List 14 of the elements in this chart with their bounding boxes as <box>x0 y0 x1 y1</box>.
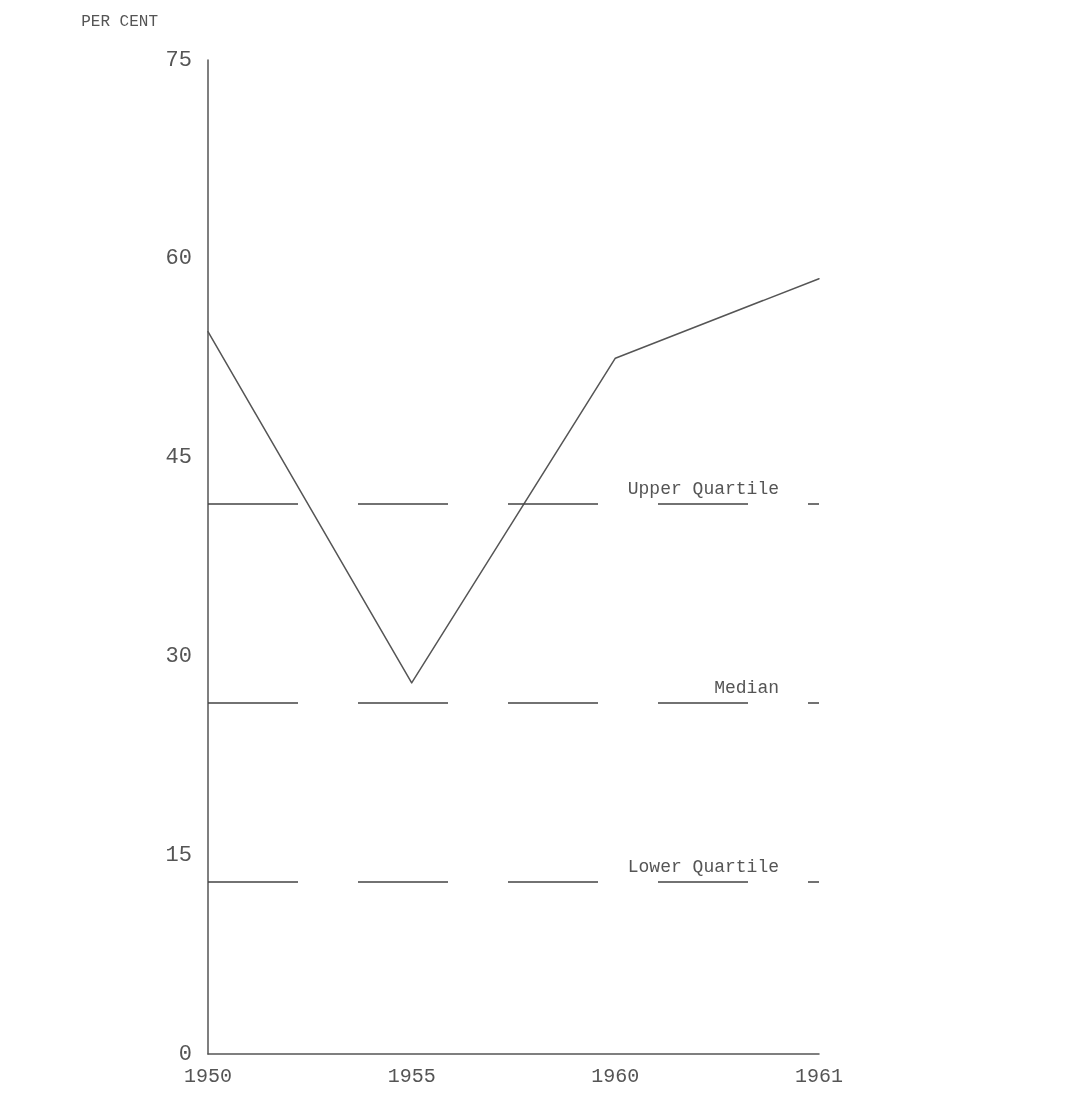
x-tick-label: 1961 <box>794 1064 844 1088</box>
x-tick-label: 1955 <box>387 1064 436 1088</box>
y-tick-label: 0 <box>178 1041 192 1067</box>
y-tick-label: 60 <box>165 246 192 272</box>
ref-line-label: Median <box>714 677 779 698</box>
y-tick-label: 15 <box>165 842 192 868</box>
y-tick-label: 30 <box>165 643 192 669</box>
x-tick-label: 1960 <box>591 1064 640 1088</box>
ref-line-label: Lower Quartile <box>627 856 779 877</box>
ref-line-label: Upper Quartile <box>627 478 779 499</box>
x-tick-label: 1950 <box>183 1064 233 1088</box>
y-axis-title: PER CENT <box>81 13 158 31</box>
y-tick-label: 75 <box>165 47 192 73</box>
y-tick-label: 45 <box>165 445 192 471</box>
